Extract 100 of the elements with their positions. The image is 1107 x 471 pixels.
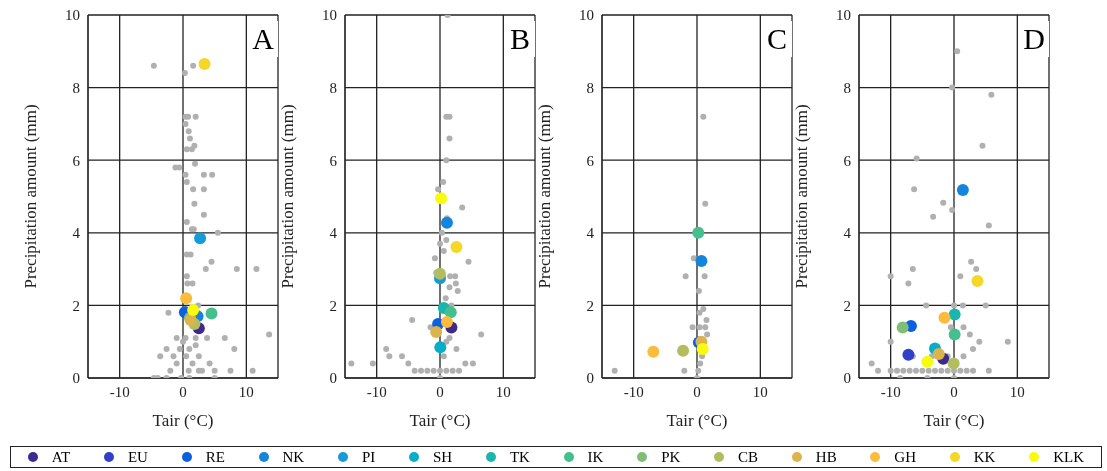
point (954, 48, 961, 55)
point (437, 240, 443, 247)
point (469, 360, 476, 367)
point (701, 273, 708, 280)
point (938, 311, 951, 324)
point (459, 204, 466, 211)
point (940, 199, 947, 206)
legend-label: TK (509, 448, 530, 466)
legend-label: SH (432, 448, 453, 466)
y-axis-title: Precipitation amount (mm) (21, 104, 41, 289)
point (894, 367, 900, 374)
point (435, 192, 448, 205)
point (985, 222, 992, 229)
point (960, 353, 967, 360)
point (704, 331, 711, 338)
point (875, 367, 881, 374)
point (677, 344, 690, 357)
point (440, 178, 447, 185)
x-tick-label: -10 (109, 383, 130, 400)
point (944, 367, 951, 374)
y-tick-label: 8 (72, 79, 80, 96)
point (697, 360, 704, 367)
point (405, 360, 412, 367)
x-tick-label: 0 (179, 383, 187, 400)
chart-title: D (1019, 21, 1049, 57)
y-tick-label: 0 (586, 370, 594, 387)
point (951, 302, 957, 309)
point (696, 342, 709, 355)
point (868, 360, 875, 367)
point (966, 331, 973, 338)
point (900, 367, 907, 374)
point (971, 275, 984, 288)
legend-label: KK (973, 448, 996, 466)
point (409, 316, 416, 323)
point (925, 367, 932, 374)
point (440, 216, 453, 229)
point (465, 258, 472, 265)
legend-label: NK (282, 448, 305, 466)
point (906, 367, 913, 374)
point (456, 367, 462, 374)
point (957, 273, 964, 280)
point (447, 273, 454, 280)
point (453, 345, 460, 352)
legend-label: AT (51, 448, 71, 466)
point (988, 91, 995, 98)
y-tick-label: 6 (586, 152, 595, 169)
y-tick-label: 8 (586, 79, 594, 96)
point (896, 321, 909, 334)
point (695, 367, 702, 374)
point (180, 292, 193, 305)
point (454, 287, 461, 294)
point (446, 135, 453, 142)
point (418, 367, 424, 374)
x-tick-label: -10 (366, 383, 387, 400)
point (369, 360, 376, 367)
point (960, 324, 967, 331)
point (424, 367, 431, 374)
chart-title: B (505, 21, 535, 57)
point (909, 266, 916, 273)
point (696, 324, 703, 331)
point (963, 367, 970, 374)
point (430, 325, 443, 338)
point (444, 306, 457, 319)
y-tick-label: 0 (72, 370, 80, 387)
point (435, 186, 442, 193)
point (970, 345, 976, 352)
legend-label: KLK (1053, 448, 1084, 466)
y-axis-title: Precipitation amount (mm) (792, 104, 812, 289)
point (452, 280, 459, 287)
point (434, 341, 447, 354)
legend-label: HB (815, 448, 837, 466)
point (913, 367, 919, 374)
point (449, 367, 456, 374)
point (187, 304, 200, 317)
point (930, 213, 937, 220)
point (682, 273, 689, 280)
point (442, 295, 449, 302)
point (443, 237, 450, 244)
legend-label: GH (894, 448, 917, 466)
point (887, 273, 894, 280)
point (923, 302, 930, 309)
point (911, 186, 918, 193)
point (947, 357, 960, 370)
point (205, 307, 218, 320)
y-tick-label: 8 (843, 79, 851, 96)
point (932, 348, 945, 361)
legend-label: RE (205, 448, 225, 466)
chart-title: A (248, 21, 278, 57)
x-tick-label: -10 (880, 383, 901, 400)
point (948, 308, 961, 321)
point (692, 226, 705, 239)
point (932, 367, 938, 374)
y-tick-label: 10 (65, 7, 80, 24)
point (938, 367, 945, 374)
point (913, 155, 920, 162)
point (905, 280, 912, 287)
point (695, 287, 702, 294)
point (976, 338, 983, 345)
y-tick-label: 10 (836, 7, 851, 24)
x-tick-label: 0 (436, 383, 444, 400)
